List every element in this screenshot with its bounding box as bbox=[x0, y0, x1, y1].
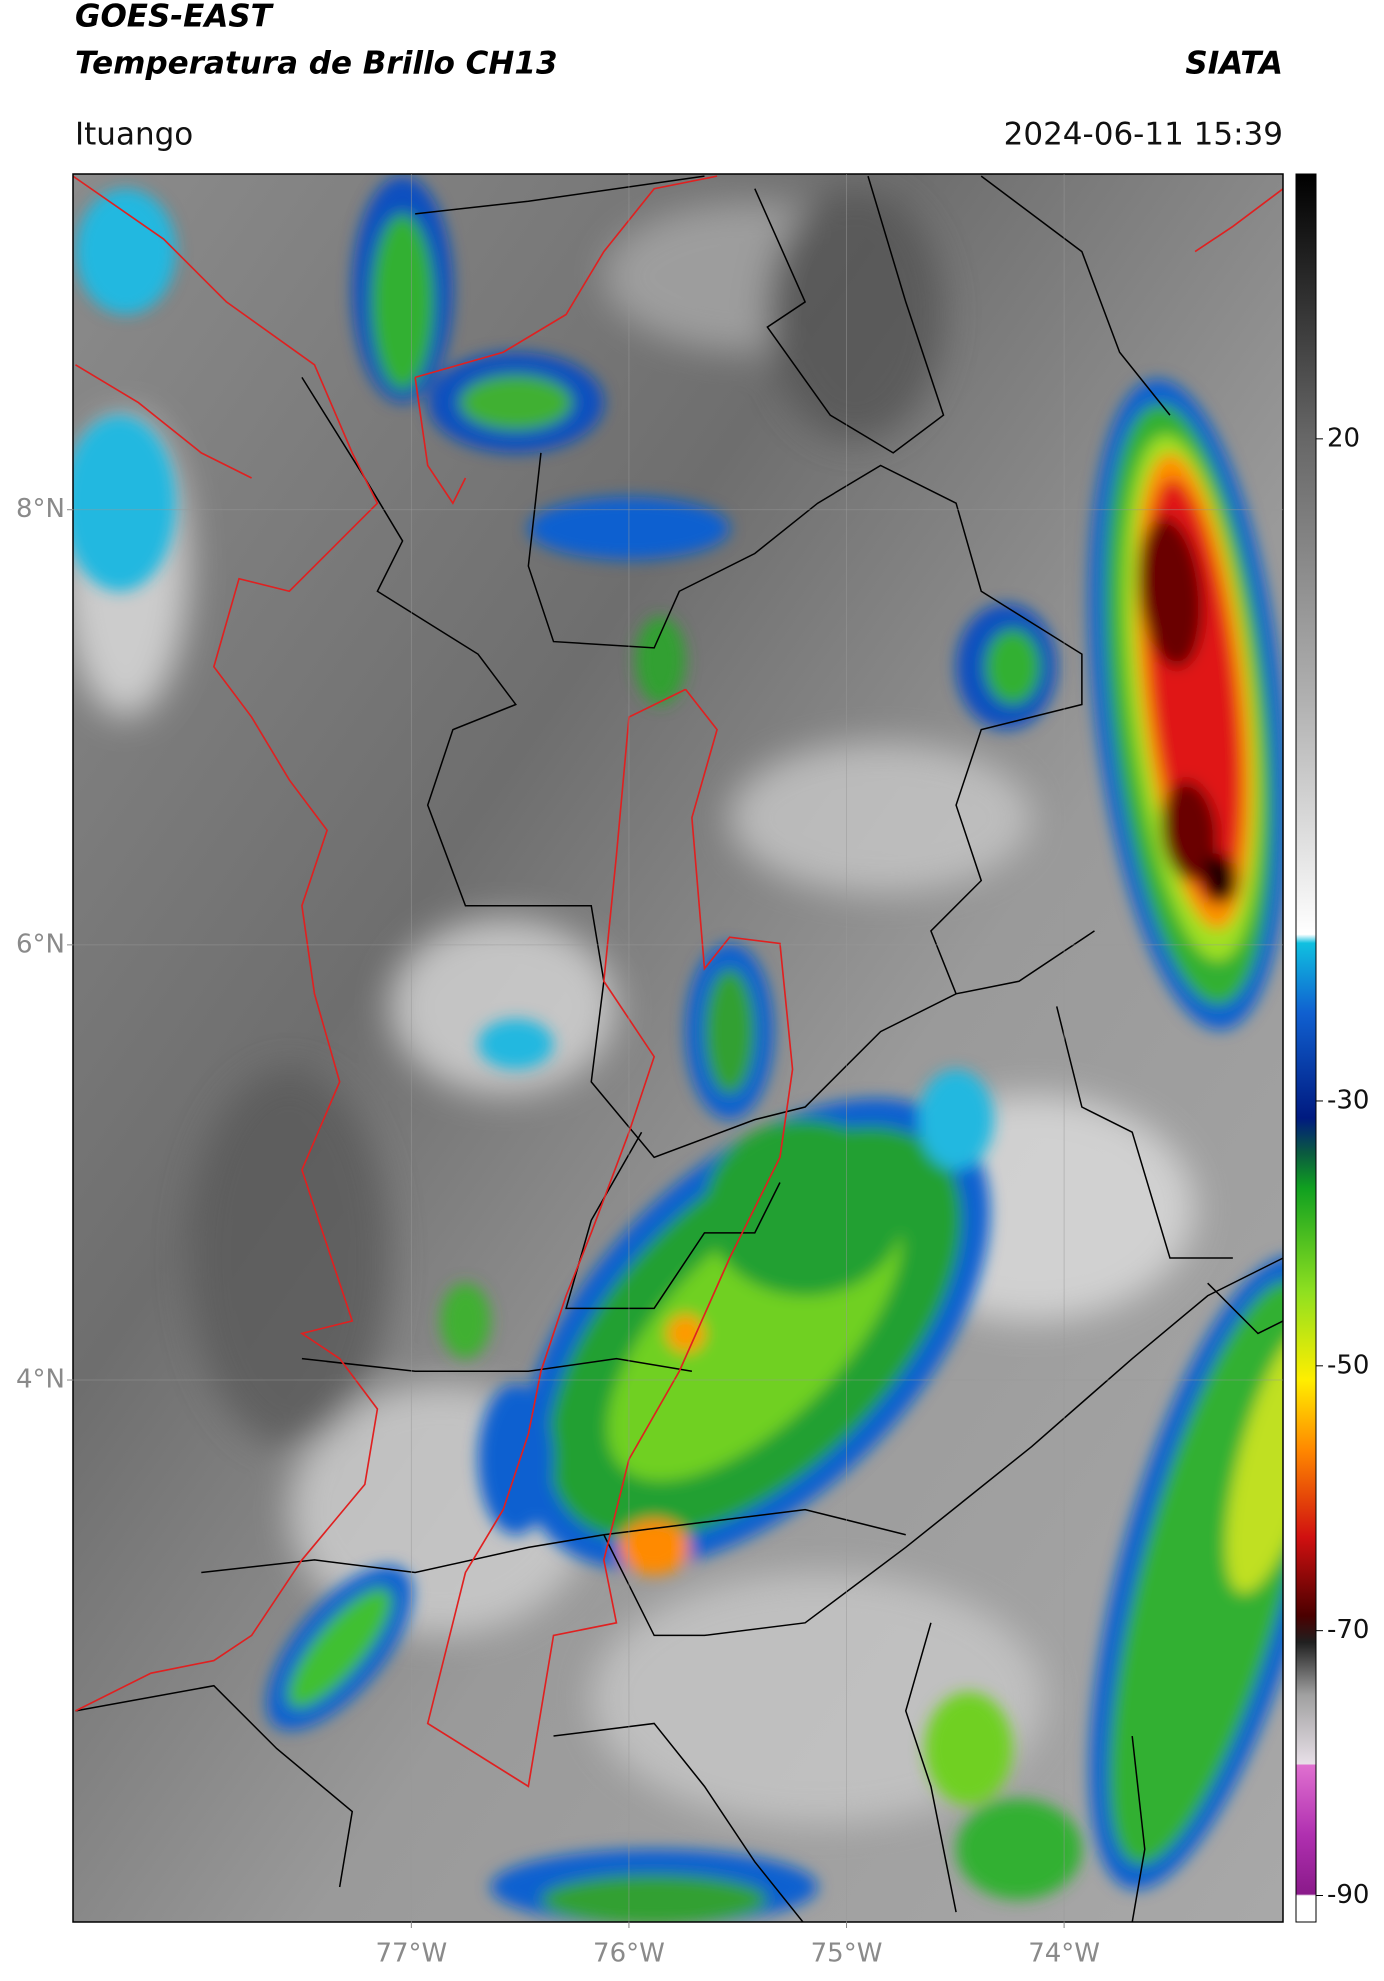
y-tick-label: 4°N bbox=[16, 1365, 65, 1395]
x-tick-label: 74°W bbox=[1028, 1939, 1100, 1969]
subtitle: Temperatura de Brillo CH13 bbox=[75, 46, 558, 82]
timestamp: 2024-06-11 15:39 bbox=[1004, 117, 1283, 153]
location: Ituango bbox=[75, 117, 193, 153]
title: GOES-EAST bbox=[75, 0, 275, 35]
source: SIATA bbox=[1185, 46, 1283, 82]
colorbar bbox=[1295, 173, 1317, 1923]
map-frame bbox=[72, 173, 1284, 1923]
colorbar-tick-label: -70 bbox=[1327, 1615, 1369, 1645]
colorbar-tick-label: -90 bbox=[1327, 1880, 1369, 1910]
colorbar-tick-label: 20 bbox=[1327, 423, 1360, 453]
colorbar-tick-label: -30 bbox=[1327, 1085, 1369, 1115]
x-tick-label: 75°W bbox=[811, 1939, 883, 1969]
satellite-image bbox=[73, 174, 1283, 1922]
y-tick-label: 6°N bbox=[16, 929, 65, 959]
y-tick-label: 8°N bbox=[16, 494, 65, 524]
x-tick-label: 76°W bbox=[593, 1939, 665, 1969]
colorbar-tick-label: -50 bbox=[1327, 1350, 1369, 1380]
x-tick-label: 77°W bbox=[375, 1939, 447, 1969]
